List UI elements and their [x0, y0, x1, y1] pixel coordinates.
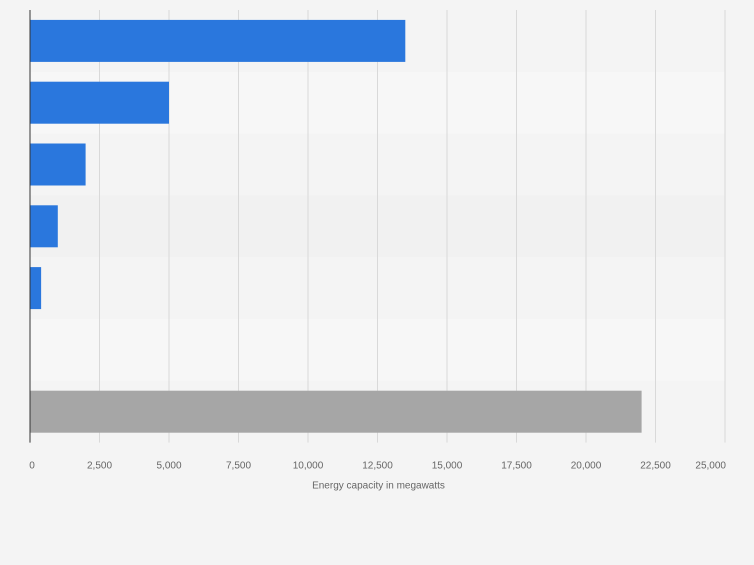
bar-1 — [30, 19, 406, 62]
x-axis-tick-labels: 0 2,500 5,000 7,500 10,000 12,500 15,000 17,500… — [29, 461, 726, 472]
x-axis-label: Energy capacity in megawatts — [312, 481, 445, 492]
x-tick-label-6: 12,500 — [362, 461, 393, 472]
x-tick-label-1: 0 — [29, 461, 35, 472]
x-tick-label-11: 25,000 — [695, 461, 726, 472]
gridlines — [99, 10, 726, 443]
x-tick-label-9: 20,000 — [571, 461, 602, 472]
bar-5 — [30, 267, 42, 310]
x-tick-label-3: 5,000 — [156, 461, 181, 472]
bar-4 — [30, 205, 58, 248]
bar-2 — [30, 81, 169, 124]
x-tick-label-5: 10,000 — [293, 461, 324, 472]
x-tick-label-4: 7,500 — [226, 461, 251, 472]
bar-3 — [30, 143, 86, 186]
x-tick-label-10: 22,500 — [640, 461, 671, 472]
x-tick-label-2: 2,500 — [87, 461, 112, 472]
x-tick-label-8: 17,500 — [501, 461, 532, 472]
x-tick-label-7: 15,000 — [432, 461, 463, 472]
bar-7 — [30, 390, 642, 433]
bars — [30, 19, 642, 433]
